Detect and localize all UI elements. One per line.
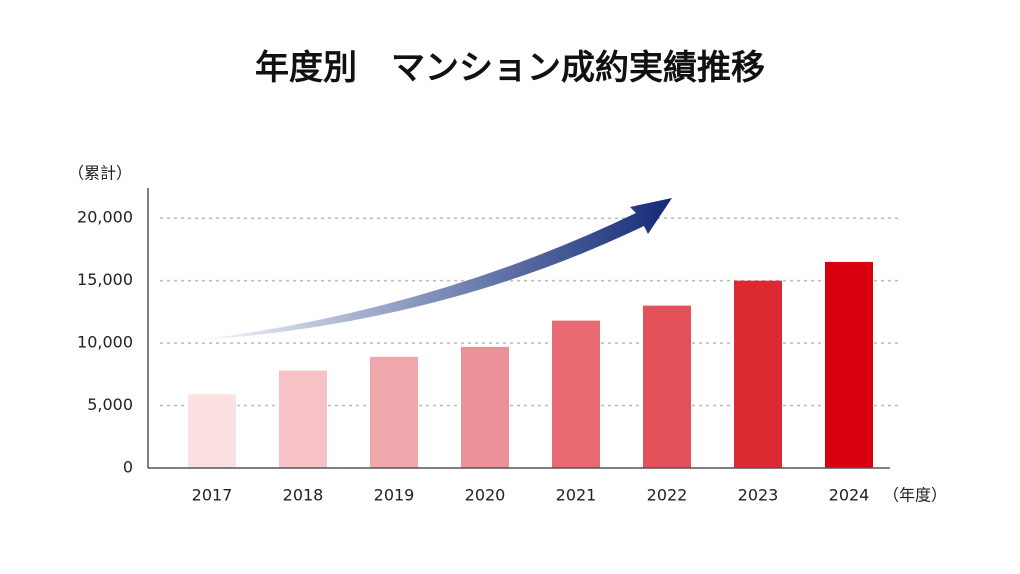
y-tick-label: 5,000 [87,395,133,414]
y-tick-label: 20,000 [77,208,133,227]
chart-title: 年度別 マンション成約実績推移 [255,48,765,88]
x-tick-label: 2019 [374,486,415,505]
y-tick-label: 0 [123,458,133,477]
y-axis-label: （累計） [68,164,132,183]
bar [461,346,509,468]
x-tick-label: 2018 [283,486,324,505]
bars [188,261,873,468]
bar [643,305,691,468]
x-tick-label: 2022 [647,486,688,505]
y-tick-label: 15,000 [77,270,133,289]
y-tick-label: 10,000 [77,333,133,352]
x-tick-label: 2020 [465,486,506,505]
bar [279,370,327,468]
bar [370,356,418,468]
x-axis-label: （年度） [883,486,947,505]
bar [552,320,600,468]
x-tick-label: 2017 [192,486,233,505]
bar [188,394,236,468]
grid [160,217,900,407]
x-tick-label: 2023 [738,486,779,505]
x-tick-label: 2024 [829,486,870,505]
bar [825,261,873,468]
trend-arrow [190,198,672,341]
x-tick-label: 2021 [556,486,597,505]
bar [734,280,782,468]
